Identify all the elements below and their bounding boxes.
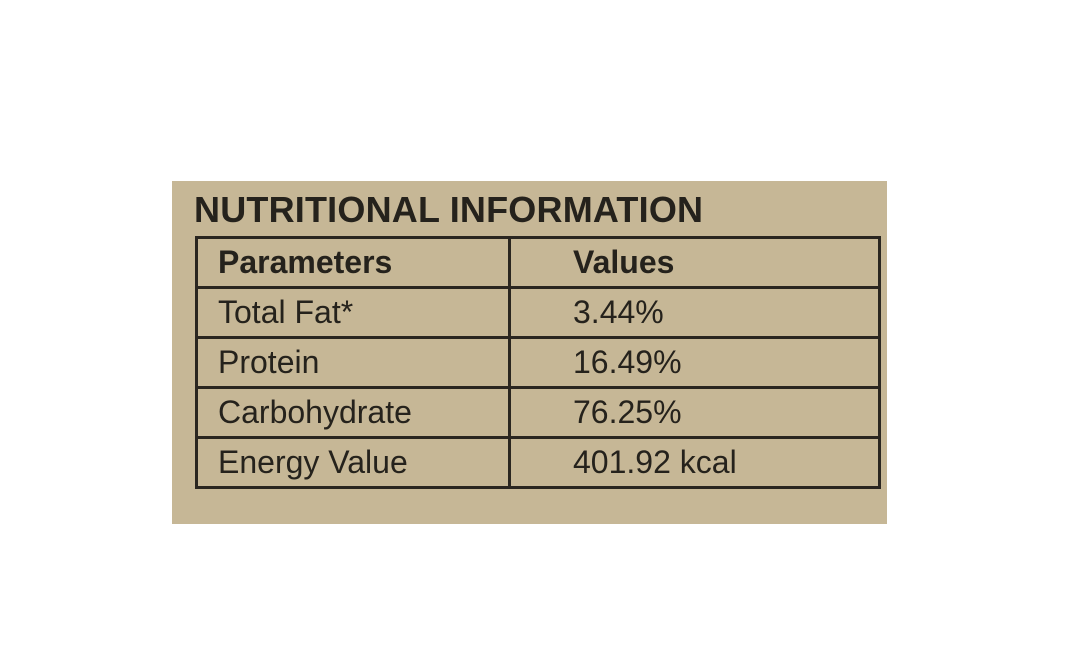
table-row: Energy Value 401.92 kcal bbox=[195, 436, 881, 489]
table-row: Carbohydrate 76.25% bbox=[195, 386, 881, 439]
table-header-row: Parameters Values bbox=[195, 236, 881, 289]
column-header-values: Values bbox=[508, 236, 881, 289]
nutrition-table: Parameters Values Total Fat* 3.44% Prote… bbox=[195, 236, 881, 489]
value-cell: 3.44% bbox=[508, 286, 881, 339]
value-cell: 16.49% bbox=[508, 336, 881, 389]
value-cell: 401.92 kcal bbox=[508, 436, 881, 489]
nutrition-label-panel: NUTRITIONAL INFORMATION Parameters Value… bbox=[172, 181, 887, 524]
parameter-cell: Carbohydrate bbox=[195, 386, 511, 439]
value-cell: 76.25% bbox=[508, 386, 881, 439]
table-row: Protein 16.49% bbox=[195, 336, 881, 389]
panel-title: NUTRITIONAL INFORMATION bbox=[194, 189, 704, 230]
parameter-cell: Protein bbox=[195, 336, 511, 389]
column-header-parameters: Parameters bbox=[195, 236, 511, 289]
table-row: Total Fat* 3.44% bbox=[195, 286, 881, 339]
parameter-cell: Total Fat* bbox=[195, 286, 511, 339]
parameter-cell: Energy Value bbox=[195, 436, 511, 489]
